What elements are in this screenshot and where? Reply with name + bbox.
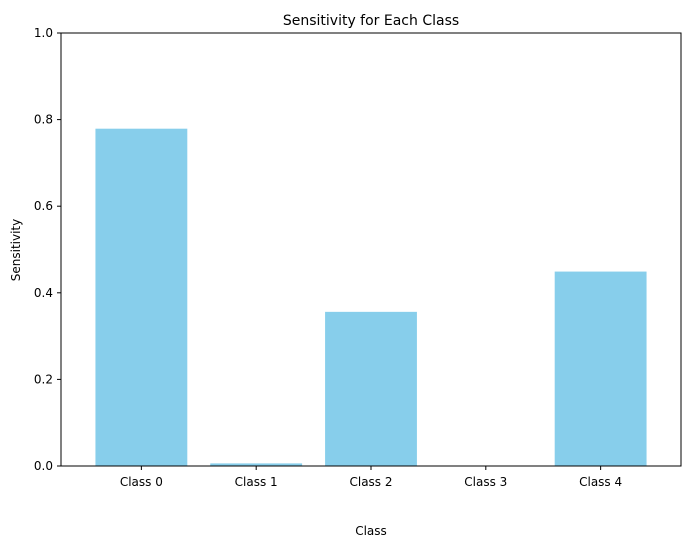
x-axis-label: Class <box>355 524 387 538</box>
x-tick-label: Class 3 <box>464 475 507 489</box>
bar-class-0 <box>95 128 188 466</box>
x-tick-label: Class 0 <box>120 475 163 489</box>
x-tick-label: Class 1 <box>235 475 278 489</box>
y-tick-label: 0.8 <box>34 113 53 127</box>
bars-group <box>95 128 647 466</box>
x-tick-label: Class 2 <box>349 475 392 489</box>
y-tick-label: 0.6 <box>34 199 53 213</box>
bar-class-4 <box>554 271 647 466</box>
y-axis-label: Sensitivity <box>9 219 23 281</box>
y-axis-ticks: 0.0 0.2 0.4 0.6 0.8 1.0 <box>34 26 61 473</box>
x-axis-ticks: Class 0 Class 1 Class 2 Class 3 Class 4 <box>120 466 622 489</box>
x-tick-label: Class 4 <box>579 475 622 489</box>
chart-title: Sensitivity for Each Class <box>283 13 459 29</box>
bar-class-1 <box>210 463 303 466</box>
plot-frame <box>60 32 682 467</box>
y-tick-label: 0.2 <box>34 372 53 386</box>
bar-class-2 <box>325 311 417 466</box>
y-tick-label: 0.4 <box>34 286 53 300</box>
y-tick-label: 0.0 <box>34 459 53 473</box>
y-tick-label: 1.0 <box>34 26 53 40</box>
